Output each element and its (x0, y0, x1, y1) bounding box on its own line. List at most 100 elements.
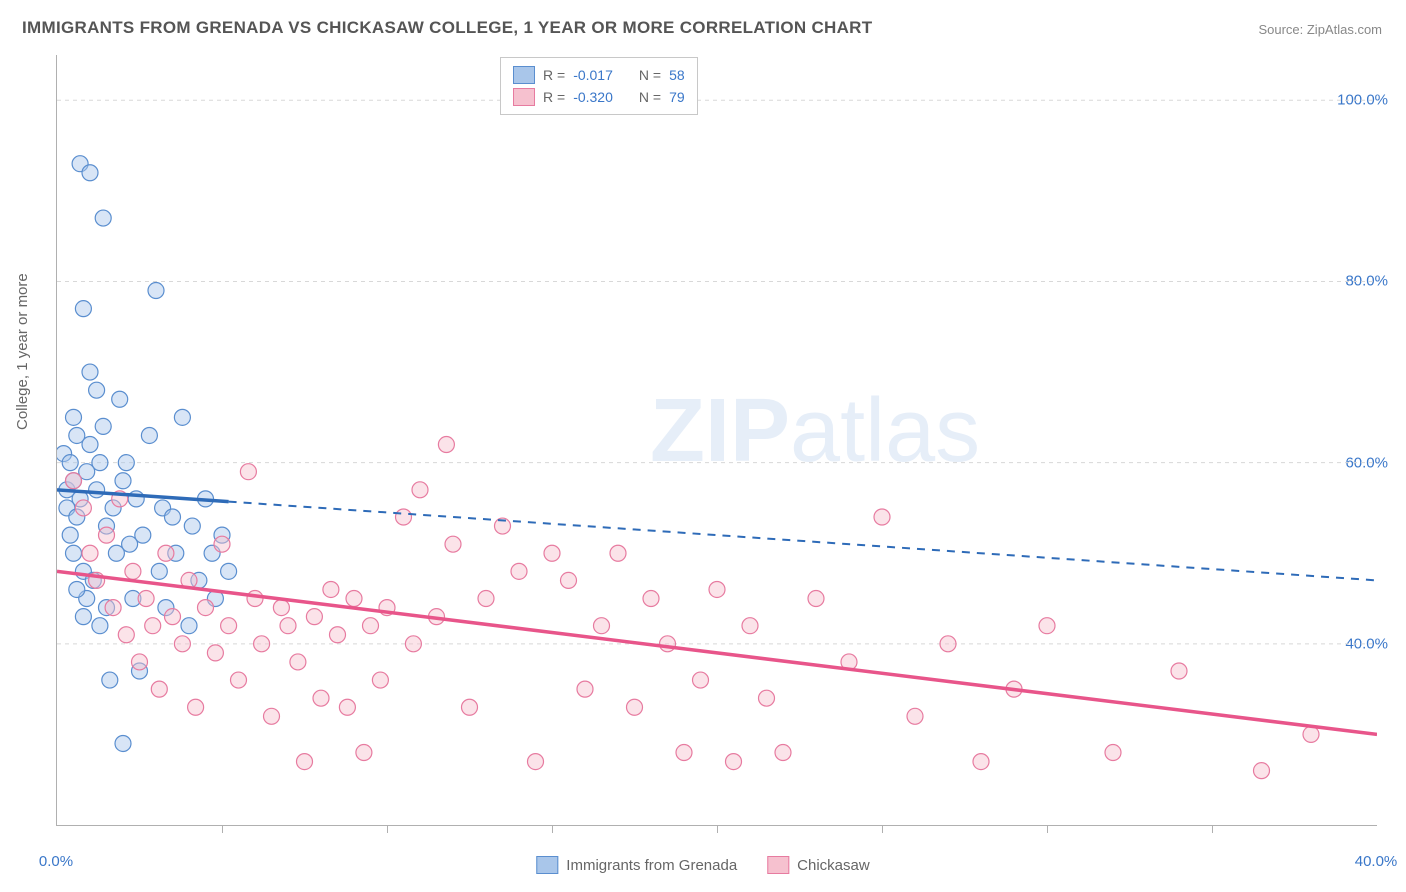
data-point (372, 672, 388, 688)
regression-line-dashed (229, 502, 1377, 581)
data-point (759, 690, 775, 706)
data-point (273, 600, 289, 616)
data-point (643, 591, 659, 607)
data-point (198, 600, 214, 616)
data-point (62, 455, 78, 471)
data-point (544, 545, 560, 561)
data-point (709, 581, 725, 597)
x-tick-label: 40.0% (1355, 853, 1398, 870)
data-point (95, 210, 111, 226)
data-point (1039, 618, 1055, 634)
data-point (174, 409, 190, 425)
data-point (478, 591, 494, 607)
legend-series-label: Immigrants from Grenada (566, 857, 737, 874)
data-point (808, 591, 824, 607)
data-point (462, 699, 478, 715)
legend-n-label: N = (639, 67, 661, 83)
legend-series-item: Chickasaw (767, 856, 870, 874)
legend-n-label: N = (639, 89, 661, 105)
data-point (254, 636, 270, 652)
data-point (92, 455, 108, 471)
x-minor-tick (717, 825, 718, 833)
data-point (313, 690, 329, 706)
data-point (528, 754, 544, 770)
data-point (323, 581, 339, 597)
legend-r-value: -0.017 (573, 67, 613, 83)
data-point (676, 745, 692, 761)
x-minor-tick (552, 825, 553, 833)
data-point (874, 509, 890, 525)
data-point (207, 645, 223, 661)
legend-series-item: Immigrants from Grenada (536, 856, 737, 874)
data-point (907, 708, 923, 724)
data-point (660, 636, 676, 652)
data-point (627, 699, 643, 715)
data-point (99, 527, 115, 543)
data-point (148, 283, 164, 299)
legend-swatch (767, 856, 789, 874)
legend-r-value: -0.320 (573, 89, 613, 105)
data-point (1303, 726, 1319, 742)
data-point (356, 745, 372, 761)
data-point (561, 572, 577, 588)
data-point (95, 418, 111, 434)
data-point (62, 527, 78, 543)
legend-swatch (513, 66, 535, 84)
data-point (82, 545, 98, 561)
source-attribution: Source: ZipAtlas.com (1258, 22, 1382, 37)
x-minor-tick (1212, 825, 1213, 833)
data-point (726, 754, 742, 770)
data-point (290, 654, 306, 670)
data-point (221, 563, 237, 579)
data-point (214, 536, 230, 552)
data-point (125, 563, 141, 579)
data-point (165, 509, 181, 525)
data-point (89, 382, 105, 398)
data-point (92, 618, 108, 634)
data-point (115, 473, 131, 489)
correlation-legend: R = -0.017 N = 58 R = -0.320 N = 79 (500, 57, 698, 115)
legend-r-label: R = (543, 67, 565, 83)
data-point (247, 591, 263, 607)
data-point (102, 672, 118, 688)
legend-n-value: 79 (669, 89, 685, 105)
legend-correlation-row: R = -0.320 N = 79 (513, 86, 685, 108)
data-point (118, 455, 134, 471)
y-axis-label: College, 1 year or more (14, 273, 31, 430)
data-point (66, 545, 82, 561)
data-point (115, 735, 131, 751)
legend-r-label: R = (543, 89, 565, 105)
x-minor-tick (1047, 825, 1048, 833)
data-point (1105, 745, 1121, 761)
data-point (577, 681, 593, 697)
data-point (306, 609, 322, 625)
data-point (112, 391, 128, 407)
legend-n-value: 58 (669, 67, 685, 83)
data-point (75, 609, 91, 625)
data-point (188, 699, 204, 715)
data-point (184, 518, 200, 534)
data-point (75, 301, 91, 317)
data-point (69, 581, 85, 597)
data-point (231, 672, 247, 688)
data-point (82, 165, 98, 181)
data-point (511, 563, 527, 579)
data-point (151, 681, 167, 697)
legend-swatch (536, 856, 558, 874)
data-point (66, 473, 82, 489)
data-point (339, 699, 355, 715)
data-point (297, 754, 313, 770)
data-point (940, 636, 956, 652)
data-point (363, 618, 379, 634)
data-point (141, 427, 157, 443)
data-point (138, 591, 154, 607)
data-point (118, 627, 134, 643)
x-tick-label: 0.0% (39, 853, 73, 870)
series-legend: Immigrants from Grenada Chickasaw (536, 856, 869, 874)
data-point (346, 591, 362, 607)
data-point (89, 482, 105, 498)
data-point (405, 636, 421, 652)
data-point (775, 745, 791, 761)
data-point (132, 654, 148, 670)
data-point (105, 600, 121, 616)
